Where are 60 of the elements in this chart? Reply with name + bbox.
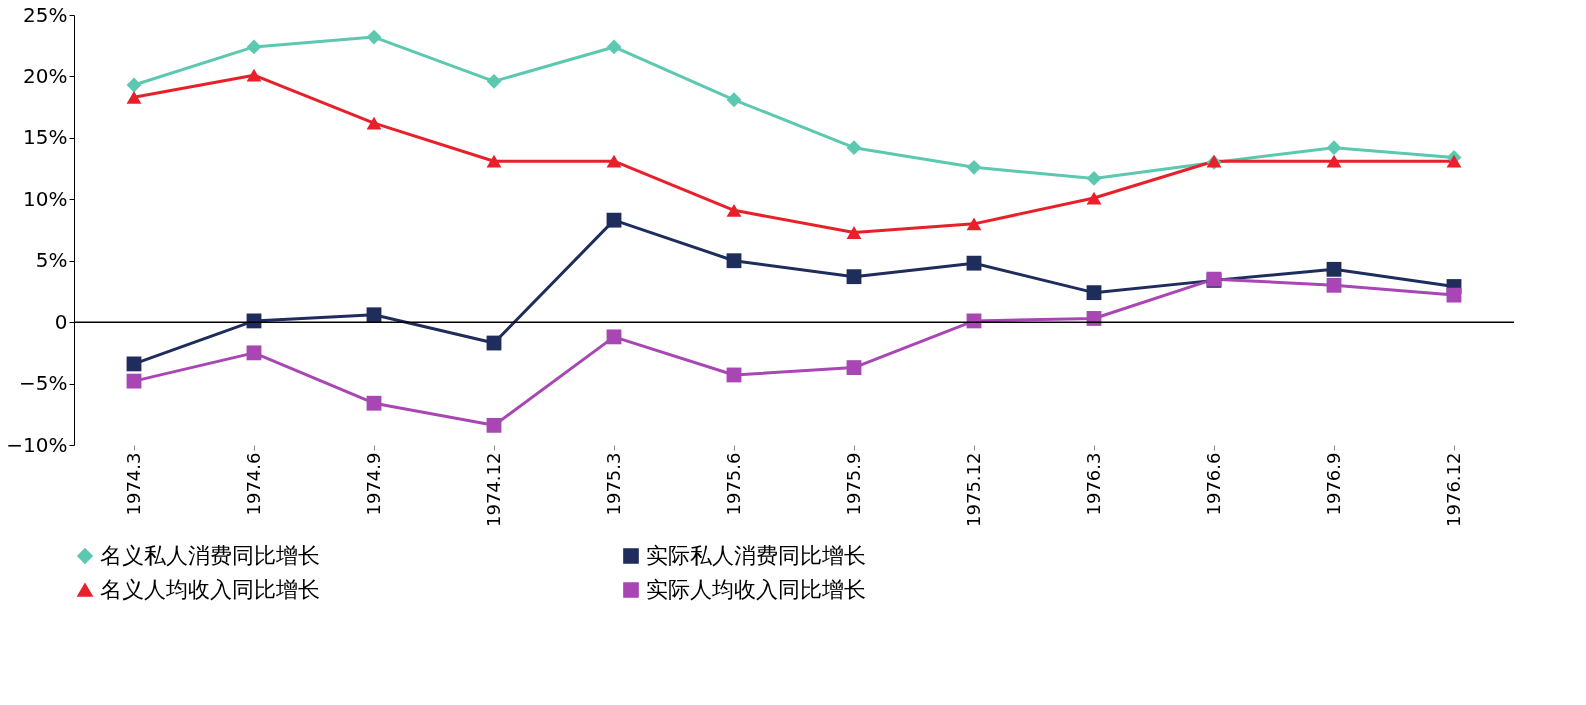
legend-label: 实际人均收入同比增长	[646, 577, 866, 602]
point	[126, 373, 142, 389]
point	[1326, 261, 1342, 277]
x-tick-label: 1975.3	[602, 452, 624, 516]
point	[606, 329, 622, 345]
x-tick-label: 1974.12	[482, 452, 504, 527]
y-tick-label: 10%	[23, 186, 68, 211]
x-tick-label: 1976.6	[1202, 452, 1224, 516]
point	[1446, 154, 1462, 168]
point	[966, 159, 982, 175]
y-tick-label: 0	[54, 309, 68, 334]
point	[846, 140, 862, 156]
point	[246, 39, 262, 55]
point	[726, 92, 742, 108]
point	[966, 217, 982, 231]
y-tick-label: 15%	[23, 125, 68, 150]
point	[366, 116, 382, 130]
point	[246, 345, 262, 361]
x-tick-label: 1976.3	[1082, 452, 1104, 516]
x-tick-label: 1975.9	[842, 452, 864, 516]
point	[486, 73, 502, 89]
y-tick-label: 25%	[23, 2, 68, 27]
point	[606, 212, 622, 228]
point	[846, 269, 862, 285]
x-tick-label: 1975.12	[962, 452, 984, 527]
point	[126, 90, 142, 104]
legend-label: 实际私人消费同比增长	[646, 543, 866, 568]
x-tick-label: 1974.6	[242, 452, 264, 516]
point	[846, 360, 862, 376]
x-tick-label: 1974.3	[122, 452, 144, 516]
point	[846, 226, 862, 239]
point	[1446, 287, 1462, 303]
y-tick-label: 5%	[35, 248, 68, 273]
point	[1326, 277, 1342, 293]
legend-label: 名义私人消费同比增长	[100, 543, 320, 568]
point	[726, 253, 742, 269]
point	[966, 255, 982, 271]
legend-label: 名义人均收入同比增长	[100, 577, 320, 602]
point	[1086, 285, 1102, 301]
y-tick-label: −5%	[19, 371, 68, 396]
point	[606, 39, 622, 55]
point	[486, 417, 502, 433]
x-tick-label: 1976.9	[1322, 452, 1344, 516]
x-tick-label: 1976.12	[1442, 452, 1464, 527]
point	[1326, 154, 1342, 168]
point	[366, 395, 382, 411]
point	[126, 356, 142, 372]
point	[126, 77, 142, 93]
y-tick-label: 20%	[23, 63, 68, 88]
point	[1086, 170, 1102, 186]
x-tick-label: 1974.9	[362, 452, 384, 516]
point	[1086, 191, 1102, 205]
point	[606, 154, 622, 168]
y-tick-label: −10%	[6, 432, 68, 457]
point	[246, 68, 262, 82]
point	[1326, 140, 1342, 156]
point	[726, 203, 742, 217]
point	[366, 29, 382, 45]
point	[486, 154, 502, 168]
x-tick-label: 1975.6	[722, 452, 744, 516]
